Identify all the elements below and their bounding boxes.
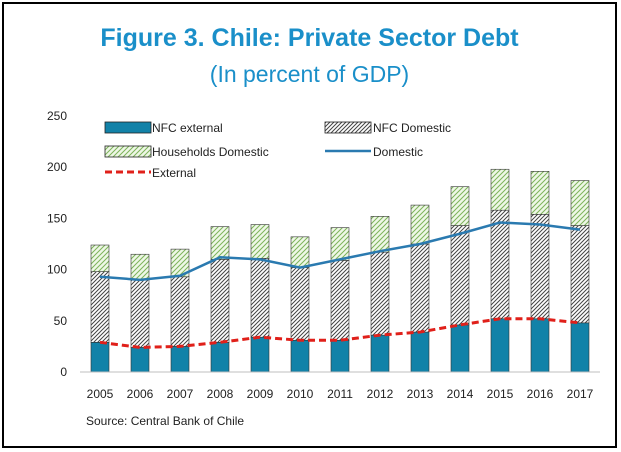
bar-nfc-external xyxy=(210,342,230,373)
bar-nfc-external xyxy=(250,336,270,373)
chart-title: Figure 3. Chile: Private Sector Debt xyxy=(100,24,519,52)
bar-households-domestic xyxy=(490,168,510,211)
legend-swatch-nfc-external xyxy=(104,121,152,134)
bar-nfc-domestic xyxy=(290,267,310,341)
bar-households-domestic xyxy=(410,204,430,245)
legend-label-nfc-domestic: NFC Domestic xyxy=(373,121,451,135)
bar-nfc-external xyxy=(530,318,550,373)
bar-households-domestic xyxy=(90,244,110,272)
bar-nfc-domestic xyxy=(90,271,110,343)
bar-nfc-external xyxy=(330,339,350,373)
line-external xyxy=(99,317,581,349)
bar-nfc-domestic xyxy=(250,258,270,338)
bar-nfc-domestic xyxy=(450,225,470,326)
chart-legend: NFC external NFC Domestic Households Dom… xyxy=(104,121,451,180)
bar-nfc-external xyxy=(570,322,590,373)
bar-nfc-external xyxy=(370,334,390,373)
bar-households-domestic xyxy=(530,170,550,215)
bar-nfc-external xyxy=(130,347,150,373)
x-tick-label: 2009 xyxy=(247,387,274,401)
bar-households-domestic xyxy=(130,253,150,281)
x-tick-label: 2006 xyxy=(127,387,154,401)
chart-subtitle: (In percent of GDP) xyxy=(209,61,410,87)
bar-households-domestic xyxy=(370,216,390,253)
x-tick-label: 2012 xyxy=(367,387,394,401)
figure-frame: Figure 3. Chile: Private Sector Debt (In… xyxy=(2,2,617,448)
bar-nfc-domestic xyxy=(330,260,350,341)
legend-label-nfc-external: NFC external xyxy=(152,121,223,135)
bar-households-domestic xyxy=(570,180,590,226)
x-tick-label: 2007 xyxy=(167,387,194,401)
bar-nfc-domestic xyxy=(490,209,510,320)
bar-nfc-domestic xyxy=(370,251,390,336)
x-tick-label: 2005 xyxy=(87,387,114,401)
bar-households-domestic xyxy=(250,224,270,259)
bar-nfc-domestic xyxy=(530,214,550,320)
bar-households-domestic xyxy=(210,226,230,260)
x-tick-label: 2017 xyxy=(567,387,594,401)
bar-nfc-external xyxy=(90,342,110,373)
bar-nfc-domestic xyxy=(410,243,430,333)
y-tick-label: 200 xyxy=(47,160,67,174)
line-domestic xyxy=(99,221,581,282)
bar-nfc-external xyxy=(170,346,190,373)
bar-nfc-domestic xyxy=(210,259,230,343)
source-note: Source: Central Bank of Chile xyxy=(86,414,245,428)
x-tick-label: 2016 xyxy=(527,387,554,401)
bar-nfc-domestic xyxy=(130,279,150,348)
y-tick-label: 250 xyxy=(47,109,67,123)
x-tick-label: 2010 xyxy=(287,387,314,401)
y-tick-label: 150 xyxy=(47,211,67,225)
x-tick-label: 2008 xyxy=(207,387,234,401)
bar-nfc-domestic xyxy=(570,225,590,324)
bar-households-domestic xyxy=(330,227,350,261)
y-tick-label: 50 xyxy=(54,314,68,328)
x-tick-label: 2011 xyxy=(327,387,353,401)
bar-households-domestic xyxy=(290,236,310,268)
bar-nfc-external xyxy=(290,339,310,373)
x-tick-label: 2013 xyxy=(407,387,434,401)
bar-nfc-external xyxy=(450,324,470,373)
bar-nfc-external xyxy=(410,331,430,373)
bar-households-domestic xyxy=(450,186,470,226)
bar-nfc-external xyxy=(490,318,510,373)
legend-swatch-nfc-domestic xyxy=(324,121,372,134)
legend-label-households-domestic: Households Domestic xyxy=(152,145,269,159)
legend-label-domestic: Domestic xyxy=(373,145,423,159)
y-tick-label: 100 xyxy=(47,263,67,277)
y-tick-label: 0 xyxy=(60,365,67,379)
legend-swatch-households-domestic xyxy=(104,145,152,158)
legend-label-external: External xyxy=(152,166,196,180)
x-tick-label: 2015 xyxy=(487,387,514,401)
bar-nfc-domestic xyxy=(170,276,190,347)
x-tick-label: 2014 xyxy=(447,387,474,401)
